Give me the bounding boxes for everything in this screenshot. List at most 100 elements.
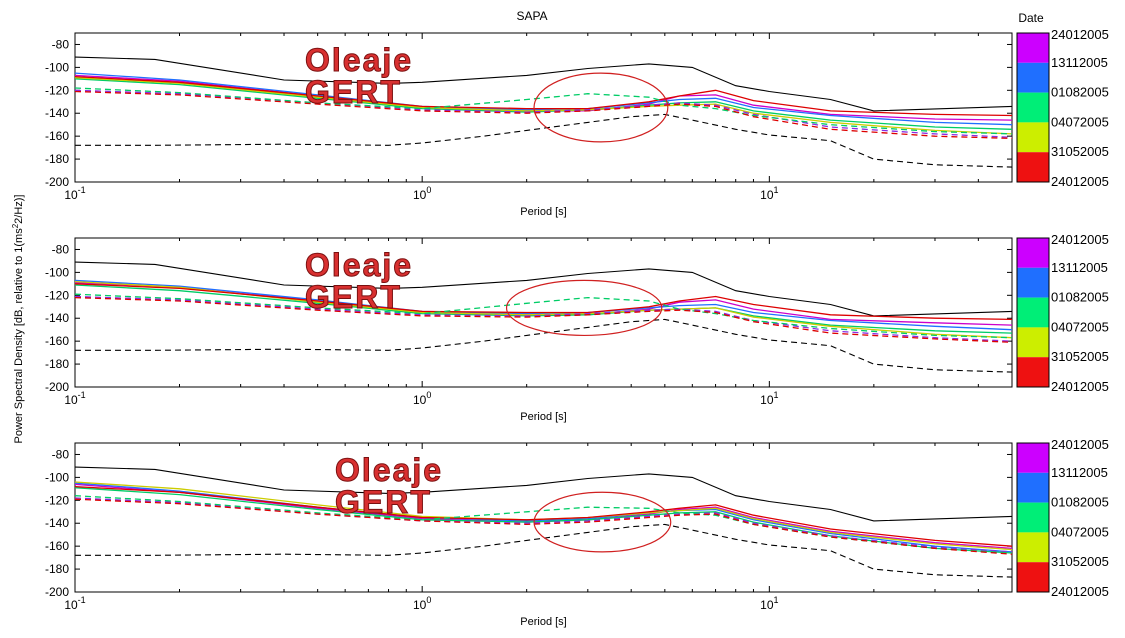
- series-group: [75, 56, 1012, 168]
- colorbar-segment: [1017, 327, 1049, 358]
- x-tick-label: 100: [413, 595, 431, 612]
- x-tick-label: 100: [413, 185, 431, 202]
- y-tick-label: -160: [45, 539, 69, 553]
- colorbar-label: 01082005: [1051, 290, 1109, 305]
- series-line-5: [75, 487, 1012, 554]
- y-tick-label: -80: [52, 447, 70, 461]
- series-line-4: [75, 279, 1012, 331]
- series-line-8: [75, 295, 1012, 342]
- colorbar-segment: [1017, 502, 1049, 533]
- y-tick-label: -140: [45, 106, 69, 120]
- axes-frame: [74, 32, 1013, 183]
- colorbar-label: 24012005: [1051, 232, 1109, 247]
- y-tick-label: -100: [45, 265, 69, 279]
- colorbar-label: 01082005: [1051, 85, 1109, 100]
- series-line-nlnm: [75, 523, 1012, 578]
- colorbar-label: 24012005: [1051, 27, 1109, 42]
- figure-title: SAPA: [516, 9, 547, 23]
- y-tick-label: -80: [52, 242, 70, 256]
- series-line-3: [75, 483, 1012, 550]
- series-line-10: [75, 498, 1012, 555]
- colorbar-label: 04072005: [1051, 114, 1109, 129]
- x-tick-label: 100: [413, 390, 431, 407]
- colorbar-label: 13112005: [1051, 55, 1108, 70]
- colorbar-label: 13112005: [1051, 465, 1108, 480]
- y-tick-label: -200: [45, 380, 69, 394]
- colorbar-segment: [1017, 238, 1049, 268]
- series-line-7: [75, 283, 1012, 321]
- y-tick-label: -200: [45, 175, 69, 189]
- colorbar-segment: [1017, 472, 1049, 503]
- series-line-6: [75, 481, 1012, 551]
- annotation-gert: GERT: [305, 279, 402, 315]
- colorbar-segment: [1017, 122, 1049, 153]
- y-tick-label: -100: [45, 60, 69, 74]
- colorbar-label: 31052005: [1051, 349, 1109, 364]
- series-line-9: [75, 495, 1012, 554]
- y-tick-label: -100: [45, 470, 69, 484]
- x-tick-label: 101: [760, 185, 778, 202]
- y-tick-label: -160: [45, 334, 69, 348]
- y-tick-label: -180: [45, 152, 69, 166]
- colorbar-frame: [1016, 237, 1050, 388]
- annotation-gert: GERT: [305, 74, 402, 110]
- x-tick-label: 101: [760, 595, 778, 612]
- colorbar-segment: [1017, 532, 1049, 563]
- colorbar-label: 31052005: [1051, 554, 1109, 569]
- axes-frame: [74, 442, 1013, 593]
- series-line-nhnm: [75, 56, 1012, 112]
- x-axis-label: Period [s]: [520, 411, 566, 423]
- colorbar-segment: [1017, 357, 1049, 387]
- colorbar-label: 01082005: [1051, 495, 1109, 510]
- annotation-ellipse: [533, 491, 672, 553]
- x-tick-label: 101: [760, 390, 778, 407]
- y-tick-label: -140: [45, 311, 69, 325]
- annotation-oleaje: Oleaje: [305, 247, 413, 283]
- y-tick-label: -180: [45, 357, 69, 371]
- colorbar: 24012005 13112005 01082005 04072005 31052005…: [1016, 232, 1109, 394]
- y-tick-label: -200: [45, 585, 69, 599]
- annotation-oleaje: Oleaje: [335, 452, 443, 488]
- colorbar: 24012005 13112005 01082005 04072005 31052005…: [1016, 437, 1109, 599]
- y-tick-label: -160: [45, 129, 69, 143]
- x-tick-label: 10-1: [64, 185, 85, 202]
- colorbar-label: 04072005: [1051, 319, 1109, 334]
- x-axis-label: Period [s]: [520, 206, 566, 218]
- colorbar-frame: [1016, 32, 1050, 183]
- y-tick-label: -140: [45, 516, 69, 530]
- series-group: [75, 261, 1012, 373]
- y-tick-label: -120: [45, 288, 69, 302]
- colorbar-segment: [1017, 562, 1049, 592]
- colorbar-segment: [1017, 62, 1049, 93]
- colorbar-title: Date: [1018, 11, 1044, 25]
- colorbar-label: 24012005: [1051, 437, 1109, 452]
- series-line-nlnm: [75, 318, 1012, 373]
- series-line-7: [75, 485, 1012, 547]
- series-line-nlnm: [75, 113, 1012, 168]
- series-line-4: [75, 72, 1012, 126]
- series-line-10: [75, 296, 1012, 343]
- x-tick-label: 10-1: [64, 390, 85, 407]
- series-line-nhnm: [75, 466, 1012, 522]
- annotation-oleaje: Oleaje: [305, 42, 413, 78]
- colorbar-label: 24012005: [1051, 174, 1109, 189]
- series-line-nhnm: [75, 261, 1012, 317]
- y-tick-label: -80: [52, 37, 70, 51]
- series-group: [75, 466, 1012, 578]
- x-tick-label: 10-1: [64, 595, 85, 612]
- colorbar-label: 13112005: [1051, 260, 1108, 275]
- series-line-7: [75, 75, 1012, 117]
- shared-y-axis-label: Power Spectral Density [dB, relative to …: [11, 195, 26, 444]
- series-line-9: [75, 87, 1012, 135]
- colorbar-segment: [1017, 267, 1049, 298]
- colorbar-segment: [1017, 443, 1049, 473]
- annotation-ellipse: [505, 279, 663, 337]
- y-tick-label: -120: [45, 493, 69, 507]
- colorbar-segment: [1017, 297, 1049, 328]
- y-tick-label: -120: [45, 83, 69, 97]
- colorbar-segment: [1017, 152, 1049, 182]
